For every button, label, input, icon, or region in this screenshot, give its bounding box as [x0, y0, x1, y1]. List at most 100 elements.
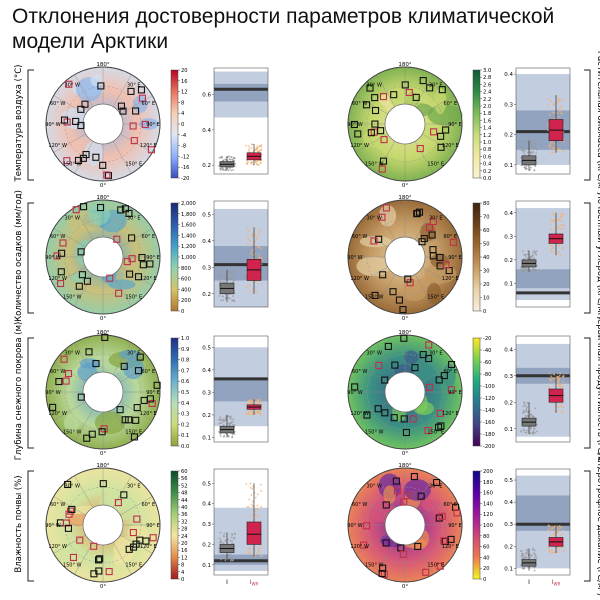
map-label-west: 30° W [367, 484, 382, 490]
land-patch [108, 279, 136, 290]
site-marker [82, 150, 90, 159]
colorbar-tick-label: 8 [181, 563, 184, 569]
scatter-point [230, 421, 233, 423]
scatter-point [256, 402, 259, 404]
scatter-point [218, 419, 220, 421]
scatter-point [526, 429, 528, 432]
site-marker [132, 107, 140, 115]
scatter-point [221, 277, 224, 280]
scatter-point [245, 402, 248, 405]
y-tick-label: 0.1 [504, 427, 513, 433]
scatter-point [533, 552, 536, 555]
arctic-ocean [82, 371, 124, 413]
scatter-point [256, 551, 259, 554]
scatter-point [561, 385, 563, 387]
site-marker [98, 428, 106, 436]
meridian [422, 496, 455, 516]
scatter-point [246, 235, 249, 238]
site-marker [440, 372, 448, 380]
colorbar-tick-label: 0.1 [181, 433, 189, 439]
site-marker [379, 157, 388, 165]
scatter-point [257, 256, 260, 259]
scatter-point [522, 409, 525, 412]
colorbar-tick-label: -12 [181, 154, 189, 160]
polar-map: 180° 0° 150° W 120° W 90° W 60° W 30° W 150° E 1… [45, 195, 161, 322]
map-label-west: 30° W [65, 351, 80, 357]
site-marker [101, 333, 109, 341]
x-tick-label: I [226, 579, 228, 586]
scatter-point [520, 149, 523, 152]
band-inner [214, 378, 268, 402]
site-marker [440, 537, 448, 545]
scatter-point [247, 149, 250, 152]
scatter-point [550, 375, 553, 378]
scatter-point [231, 420, 234, 423]
scatter-point [247, 506, 250, 508]
map-label-west: 120° W [350, 143, 369, 149]
scatter-point [250, 494, 253, 496]
scatter-point [260, 505, 263, 508]
map-label-east: 60° E [444, 234, 458, 240]
scatter-point [245, 483, 248, 485]
scatter-point [219, 419, 222, 421]
scatter-point [524, 254, 527, 257]
colorbar-tick-label: 48 [181, 491, 188, 497]
map-label-west: 90° W [347, 122, 362, 128]
map-label-west: 120° W [48, 143, 67, 149]
scatter-point [523, 253, 525, 256]
site-marker [384, 342, 392, 350]
scatter-point [224, 554, 227, 557]
meridian [74, 542, 94, 575]
scatter-point [551, 245, 554, 247]
site-marker [413, 209, 421, 217]
map-label-west: 30° W [367, 351, 382, 357]
site-marker [64, 524, 72, 532]
panel-left-1: Температура воздуха (°C) 180° 0° 150° W 120°… [14, 62, 269, 189]
scatter-point [526, 257, 529, 260]
scatter-point [259, 257, 262, 260]
site-marker [419, 77, 427, 85]
map-label-east: 120° E [442, 544, 459, 550]
scatter-point [562, 109, 564, 112]
scatter-point [552, 220, 555, 223]
site-marker [129, 529, 137, 537]
scatter-point [535, 253, 538, 256]
land-patch [426, 282, 442, 306]
scatter-point [232, 281, 234, 284]
site-marker [83, 434, 91, 442]
scatter-point [256, 246, 259, 248]
scatter-point [256, 145, 259, 148]
scatter-point [260, 401, 263, 404]
scatter-point [247, 160, 249, 163]
land-patch [420, 222, 436, 242]
map-label-east: 90° E [146, 390, 160, 396]
y-tick-label: 0.2 [504, 400, 513, 406]
scatter-point [534, 431, 536, 434]
scatter-point [562, 399, 565, 402]
site-marker [134, 273, 143, 281]
scatter-point [529, 553, 532, 556]
site-marker [360, 541, 368, 549]
scatter-point [227, 538, 230, 541]
scatter-point [522, 567, 525, 570]
scatter-point [532, 547, 534, 550]
map-label-west: 60° W [352, 101, 367, 107]
scatter-point [559, 224, 562, 226]
scatter-point [230, 536, 233, 539]
scatter-point [534, 165, 537, 168]
colorbar-tick-label: 16 [181, 548, 188, 554]
meridian [53, 266, 86, 286]
scatter-point [550, 250, 553, 253]
colorbar-gradient [170, 69, 179, 179]
scatter-point [527, 250, 529, 253]
site-marker [64, 480, 72, 489]
colorbar-tick-label: 1,600 [181, 223, 196, 229]
scatter-point [549, 551, 552, 554]
scatter-point [560, 112, 563, 115]
scatter-point [559, 253, 562, 256]
scatter-point [556, 409, 559, 412]
map-label-east: 120° E [442, 411, 459, 417]
scatter-point [533, 269, 536, 271]
scatter-point [232, 270, 234, 273]
scatter-point [529, 426, 532, 428]
